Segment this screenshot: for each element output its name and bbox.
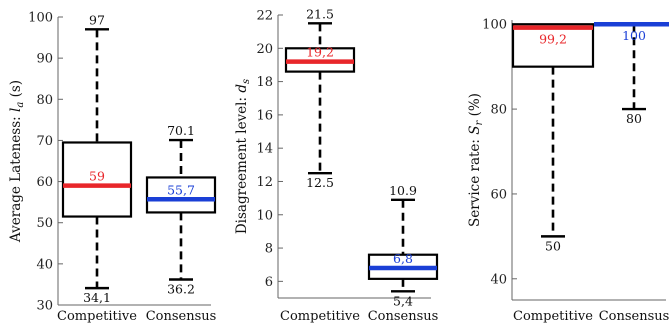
y-tick-label: 16 bbox=[256, 108, 273, 123]
box-competitive: 97 34,1 59 bbox=[61, 12, 133, 305]
iqr-box bbox=[511, 23, 595, 68]
iqr-box bbox=[145, 176, 217, 214]
y-tick-label: 100 bbox=[482, 18, 507, 33]
box-consensus: 80 100 bbox=[594, 21, 669, 126]
y-tick-label: 90 bbox=[36, 52, 53, 67]
y-tick-label: 40 bbox=[490, 272, 507, 287]
iqr-box bbox=[61, 141, 133, 218]
y-tick-label: 12 bbox=[256, 175, 273, 190]
box-competitive: 50 99,2 bbox=[511, 23, 595, 253]
y-tick-label: 80 bbox=[36, 93, 53, 108]
category-label: Competitive bbox=[57, 309, 137, 324]
y-axis-label: Disagreement level: ds bbox=[234, 79, 252, 234]
y-axis-label: Average Lateness: la (s) bbox=[8, 80, 26, 243]
y-tick-label: 100 bbox=[28, 11, 53, 26]
y-tick-label: 40 bbox=[36, 257, 53, 272]
median-value-label: 55,7 bbox=[167, 182, 195, 197]
min-value-label: 5,4 bbox=[393, 293, 413, 308]
min-value-label: 36.2 bbox=[167, 281, 195, 296]
category-label: Competitive bbox=[280, 309, 360, 324]
panel-1: 30 40 50 60 70 80 90 100 Average Lateness: la (s… bbox=[8, 11, 216, 325]
max-value-label: 10.9 bbox=[389, 183, 417, 198]
y-tick-label: 60 bbox=[490, 187, 507, 202]
max-value-label: 21.5 bbox=[306, 6, 334, 21]
median-value-label: 6,8 bbox=[393, 251, 413, 266]
y-tick-label: 22 bbox=[256, 9, 273, 24]
y-tick-label: 10 bbox=[256, 208, 273, 223]
min-value-label: 50 bbox=[545, 238, 561, 253]
y-tick-label: 80 bbox=[490, 103, 507, 118]
category-label: Competitive bbox=[513, 309, 593, 324]
median-value-label: 100 bbox=[622, 28, 646, 43]
y-tick-label: 70 bbox=[36, 134, 53, 149]
y-axis-label: Service rate: Sr (%) bbox=[467, 93, 485, 227]
max-value-label: 97 bbox=[89, 12, 105, 27]
box-competitive: 21.5 12.5 19,2 bbox=[284, 6, 356, 190]
y-tick-label: 6 bbox=[265, 275, 273, 290]
min-value-label: 12.5 bbox=[306, 175, 334, 190]
y-tick-label: 30 bbox=[36, 299, 53, 314]
max-value-label: 70.1 bbox=[167, 123, 195, 138]
y-tick-label: 18 bbox=[256, 75, 273, 90]
y-tick-label: 8 bbox=[265, 242, 273, 257]
panel-3: 40 60 80 100 Service rate: Sr (%) Competitive… bbox=[467, 18, 669, 324]
category-label: Consensus bbox=[146, 309, 217, 324]
y-tick-label: 50 bbox=[36, 216, 53, 231]
min-value-label: 80 bbox=[626, 111, 642, 126]
median-value-label: 19,2 bbox=[306, 45, 334, 60]
y-tick-label: 14 bbox=[256, 142, 273, 157]
y-tick-label: 60 bbox=[36, 175, 53, 190]
category-label: Consensus bbox=[368, 309, 439, 324]
box-consensus: 10.9 5,4 6,8 bbox=[367, 183, 439, 308]
min-value-label: 34,1 bbox=[83, 290, 111, 305]
panel-2: 6 8 10 12 14 16 18 20 22 Disagreement level: ds Co… bbox=[234, 6, 438, 324]
median-value-label: 59 bbox=[89, 169, 105, 184]
median-value-label: 99,2 bbox=[539, 32, 567, 47]
y-tick-label: 20 bbox=[256, 42, 273, 57]
category-label: Consensus bbox=[599, 309, 669, 324]
box-consensus: 70.1 36.2 55,7 bbox=[145, 123, 217, 296]
